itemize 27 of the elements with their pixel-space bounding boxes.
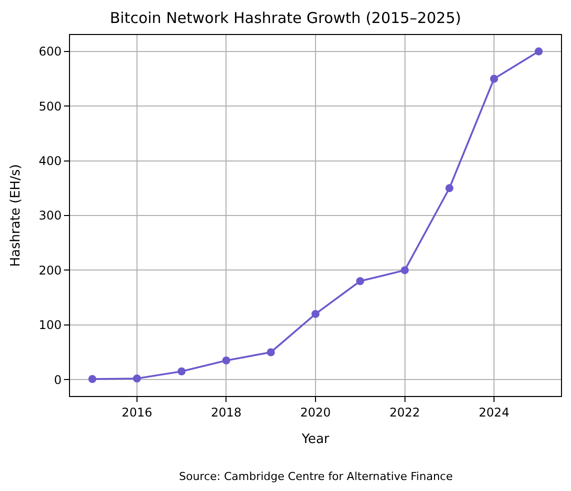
point (266, 348, 275, 356)
point (132, 374, 141, 382)
y-tick-label: 600 (38, 44, 62, 59)
point (534, 47, 543, 56)
y-axis-title: Hashrate (EH/s) (8, 164, 24, 267)
point (445, 184, 454, 192)
y-tick-label: 0 (54, 372, 62, 387)
y-tick-label: 100 (38, 318, 62, 332)
x-tick-label: 2024 (478, 405, 510, 420)
y-tick-label: 300 (38, 208, 62, 223)
source-note: Source: Cambridge Centre for Alternative Finance (179, 470, 453, 483)
x-tick-label: 2016 (122, 405, 152, 420)
x-tick-label: 2020 (300, 405, 331, 420)
x-tick-label: 2022 (389, 405, 420, 420)
x-axis-title: Year (300, 432, 330, 447)
point (490, 74, 498, 83)
point (312, 310, 320, 318)
y-tick-label: 400 (38, 154, 62, 168)
point (88, 375, 96, 384)
y-tick-label: 500 (38, 99, 62, 114)
y-tick-label: 200 (38, 263, 62, 278)
point (222, 356, 230, 364)
point (178, 367, 186, 376)
x-tick-label: 2018 (210, 405, 242, 420)
point (400, 266, 409, 274)
chart-title: Bitcoin Network Hashrate Growth (2015–2025) (110, 8, 462, 27)
point (356, 277, 364, 286)
